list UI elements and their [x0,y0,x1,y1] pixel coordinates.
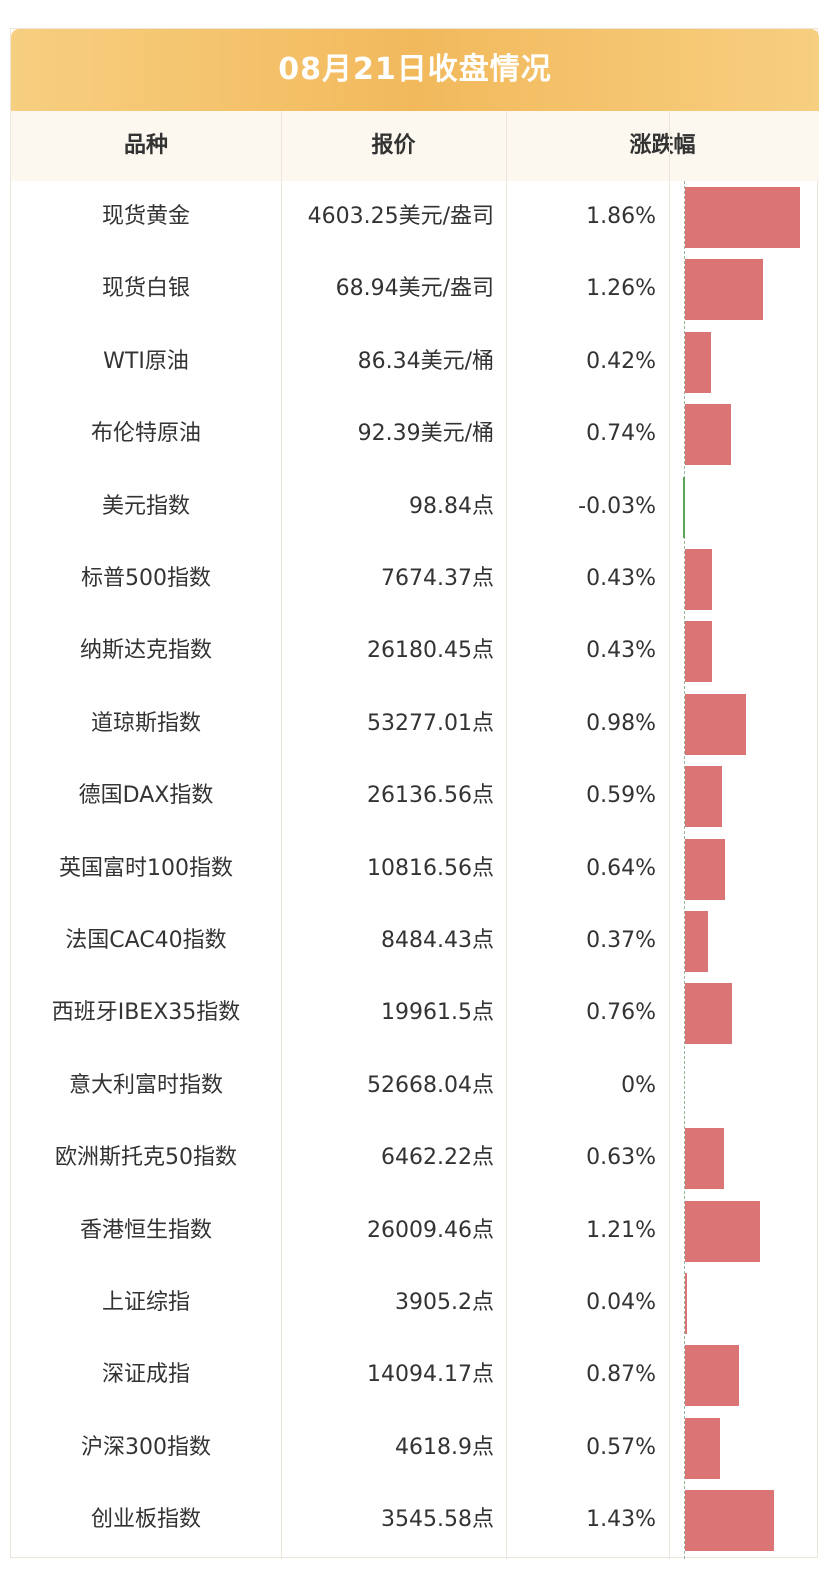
column-divider [506,111,507,1559]
row-price: 92.39美元/桶 [357,421,494,447]
row-name: 现货黄金 [101,204,190,229]
row-price: 26009.46点 [367,1217,494,1243]
table: 08月21日收盘情况 品种 报价 涨跌幅 现货黄金 4603.25美元/盎司 1.8… [10,28,819,1559]
row-price: 4618.9点 [395,1434,494,1460]
row-name: 深证成指 [101,1362,190,1388]
row-change: 0.37% [586,928,656,953]
row-change: 0% [621,1072,656,1098]
row-name: 英国富时100指数 [59,855,233,881]
row-change: 0.64% [586,855,656,881]
row-change: 0.98% [586,710,656,736]
row-price: 3545.58点 [381,1507,494,1533]
row-name: 意大利富时指数 [68,1072,223,1098]
change-bar [685,331,712,393]
row-name: 西班牙IBEX35指数 [51,1000,241,1026]
row-price: 4603.25美元/盎司 [307,204,494,229]
change-bar [685,1490,774,1552]
row-change: 0.43% [586,638,656,664]
change-bar [685,404,731,466]
row-change: 0.42% [586,348,656,374]
row-name: 香港恒生指数 [79,1217,212,1243]
row-name: 美元指数 [101,493,190,519]
row-name: 上证综指 [101,1290,190,1315]
row-change: 1.86% [586,204,656,229]
change-bar [685,549,712,610]
row-change: 0.76% [586,1000,656,1026]
change-bar [685,1128,725,1190]
change-bar [685,187,801,248]
row-price: 98.84点 [409,493,494,519]
change-bar [685,1345,739,1407]
row-change: 0.59% [586,783,656,809]
row-change: 0.57% [586,1434,656,1460]
change-bar [685,259,764,321]
row-name: 创业板指数 [90,1507,201,1533]
change-bar [685,1200,761,1262]
row-name: 布伦特原油 [90,421,201,447]
row-change: 0.63% [586,1145,656,1171]
column-header: 涨跌幅 [629,133,696,158]
row-price: 52668.04点 [367,1072,494,1098]
row-change: 1.43% [586,1507,656,1533]
row-price: 26136.56点 [367,783,494,809]
row-change: 0.74% [586,421,656,447]
row-price: 53277.01点 [367,710,494,736]
change-bar [685,983,733,1045]
row-name: 德国DAX指数 [78,783,214,809]
change-bar [685,1273,688,1334]
row-price: 3905.2点 [395,1290,494,1315]
change-bar [685,838,725,900]
change-bar [685,911,708,972]
row-price: 8484.43点 [381,928,494,953]
row-name: 道琼斯指数 [90,710,201,736]
change-bar [685,766,722,828]
change-bar [685,621,712,683]
row-price: 86.34美元/桶 [357,348,494,374]
row-change: -0.03% [578,493,656,519]
row-name: WTI原油 [103,348,189,374]
row-name: 纳斯达克指数 [79,638,212,664]
title: 08月21日收盘情况 [11,29,819,111]
column-divider [281,111,282,1559]
column-header: 品种 [123,133,168,158]
row-name: 欧洲斯托克50指数 [55,1145,237,1171]
row-price: 10816.56点 [367,855,494,881]
row-price: 6462.22点 [381,1145,494,1171]
row-change: 0.87% [586,1362,656,1388]
row-change: 1.26% [586,276,656,302]
row-name: 沪深300指数 [81,1434,211,1460]
row-change: 0.04% [586,1290,656,1315]
row-change: 1.21% [586,1217,656,1243]
row-price: 7674.37点 [381,566,494,591]
change-bar [685,693,746,755]
row-price: 26180.45点 [367,638,494,664]
change-bar [685,1417,721,1479]
change-bar [683,476,685,538]
row-price: 14094.17点 [367,1362,494,1388]
column-header: 报价 [371,133,416,158]
header-row: 品种 报价 涨跌幅 [11,111,819,181]
row-change: 0.43% [586,566,656,591]
row-name: 现货白银 [101,276,190,302]
row-price: 68.94美元/盎司 [335,276,494,302]
row-price: 19961.5点 [381,1000,494,1026]
row-name: 标普500指数 [81,566,211,591]
row-name: 法国CAC40指数 [65,928,227,953]
zero-axis [684,181,685,1559]
column-divider [669,111,670,1559]
